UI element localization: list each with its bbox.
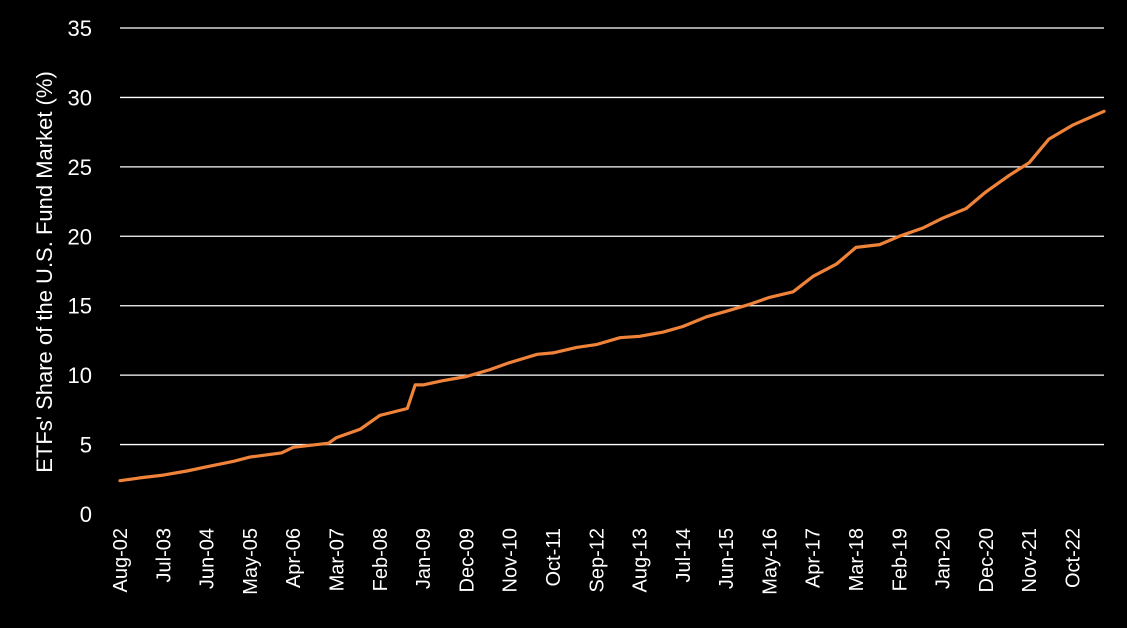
x-tick-label: Apr-06	[283, 528, 305, 588]
y-tick-label: 10	[68, 363, 92, 388]
x-tick-label: Feb-19	[889, 528, 911, 591]
x-axis-ticks: Aug-02 Jul-03 Jun-04 May-05 Apr-06 Mar-07 Feb-…	[110, 528, 1085, 595]
y-tick-label: 15	[68, 294, 92, 319]
y-tick-label: 20	[68, 224, 92, 249]
x-tick-label: May-16	[759, 528, 781, 595]
y-tick-label: 5	[80, 433, 92, 458]
x-tick-label: May-05	[240, 528, 262, 595]
x-tick-label: Jul-14	[673, 528, 695, 582]
y-tick-label: 25	[68, 155, 92, 180]
gridlines	[120, 27, 1104, 446]
x-tick-label: Jun-04	[197, 528, 219, 589]
x-tick-label: Jun-15	[716, 528, 738, 589]
x-tick-label: Apr-17	[803, 528, 825, 588]
y-axis-title: ETFs' Share of the U.S. Fund Market (%)	[32, 71, 57, 473]
y-tick-label: 0	[80, 502, 92, 527]
x-tick-label: Feb-08	[370, 528, 392, 591]
x-tick-label: Aug-02	[110, 528, 132, 593]
x-tick-label: Oct-22	[1063, 528, 1085, 588]
x-tick-label: Nov-10	[500, 528, 522, 592]
x-tick-label: Jan-20	[933, 528, 955, 589]
x-tick-label: Aug-13	[630, 528, 652, 593]
x-tick-label: Sep-12	[586, 528, 608, 593]
x-tick-label: Dec-20	[976, 528, 998, 592]
x-tick-label: Dec-09	[456, 528, 478, 592]
x-tick-label: Nov-21	[1019, 528, 1041, 592]
x-tick-label: Jan-09	[413, 528, 435, 589]
series-line	[118, 109, 1106, 483]
y-tick-label: 35	[68, 16, 92, 41]
x-tick-label: Mar-07	[326, 528, 348, 591]
y-axis-ticks: 0 5 10 15 20 25 30 35	[68, 16, 92, 527]
series	[118, 109, 1106, 483]
x-tick-label: Mar-18	[846, 528, 868, 591]
y-tick-label: 30	[68, 85, 92, 110]
x-tick-label: Oct-11	[543, 528, 565, 587]
x-tick-label: Jul-03	[153, 528, 175, 582]
